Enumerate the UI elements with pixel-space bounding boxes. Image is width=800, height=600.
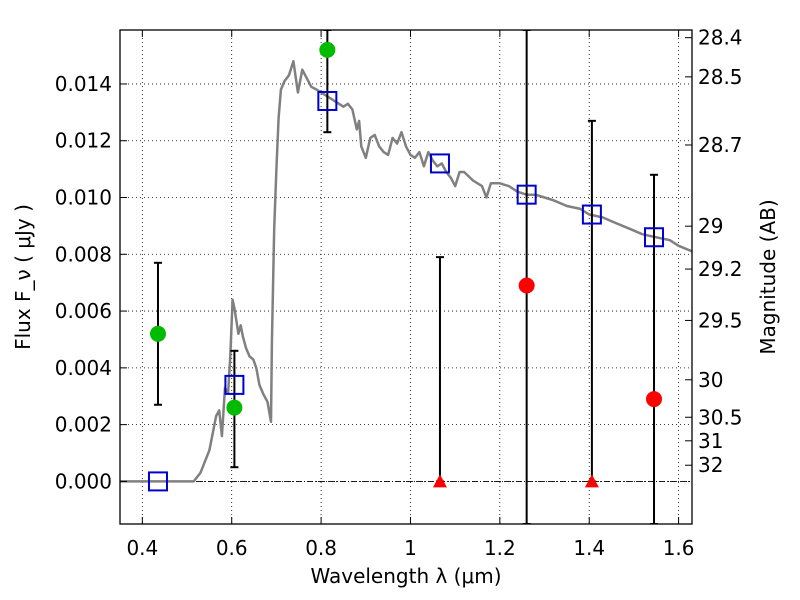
x-tick-label: 1.4 [573, 536, 605, 560]
right-axis-label: Magnitude (AB) [756, 199, 780, 354]
x-tick-label: 1.6 [663, 536, 695, 560]
model-photometry-square [147, 471, 168, 492]
axis-ticks: 0.4 0.6 0.8 1 1.2 1.4 1.6 0.000 0.002 0.004 0.006 0… [55, 26, 743, 560]
right-tick-label: 30.5 [698, 405, 743, 429]
nondetection-point [646, 391, 663, 408]
y-tick-label: 0.000 [55, 469, 112, 493]
y-tick-label: 0.002 [55, 413, 112, 437]
model-photometry-square [224, 374, 245, 395]
right-tick-label: 29 [698, 214, 723, 238]
nondetection-point [518, 277, 535, 294]
y-tick-label: 0.010 [55, 186, 112, 210]
right-tick-label: 30 [698, 368, 723, 392]
right-tick-label: 29.2 [698, 257, 743, 281]
model-photometry-square [644, 227, 665, 248]
plot-area [120, 30, 692, 524]
x-axis-label: Wavelength λ (μm) [310, 564, 501, 588]
model-photometry-square [581, 204, 602, 225]
y-axis-label: Flux F_ν ( μJy ) [11, 204, 35, 350]
detection-point [226, 399, 243, 416]
y-tick-label: 0.012 [55, 129, 112, 153]
plot-frame [119, 29, 693, 525]
model-photometry-square [429, 153, 450, 174]
x-tick-label: 0.4 [126, 536, 158, 560]
right-tick-label: 28.7 [698, 133, 743, 157]
x-tick-label: 0.8 [305, 536, 337, 560]
x-tick-label: 1 [404, 536, 417, 560]
right-tick-label: 29.5 [698, 308, 743, 332]
y-tick-label: 0.014 [55, 72, 112, 96]
upper-limit-triangle [584, 474, 599, 488]
y-tick-label: 0.004 [55, 356, 112, 380]
right-tick-label: 28.4 [698, 26, 743, 50]
model-photometry-square [516, 184, 537, 205]
y-tick-label: 0.008 [55, 242, 112, 266]
right-tick-label: 31 [698, 429, 723, 453]
detection-point [149, 325, 166, 342]
detection-point [319, 41, 336, 58]
upper-limit-triangle [432, 474, 447, 488]
x-tick-label: 1.2 [484, 536, 516, 560]
model-spectrum-line [120, 59, 692, 483]
model-photometry-square [317, 90, 338, 111]
right-tick-label: 28.5 [698, 65, 743, 89]
y-tick-label: 0.006 [55, 299, 112, 323]
x-tick-label: 0.6 [216, 536, 248, 560]
right-tick-label: 32 [698, 453, 723, 477]
